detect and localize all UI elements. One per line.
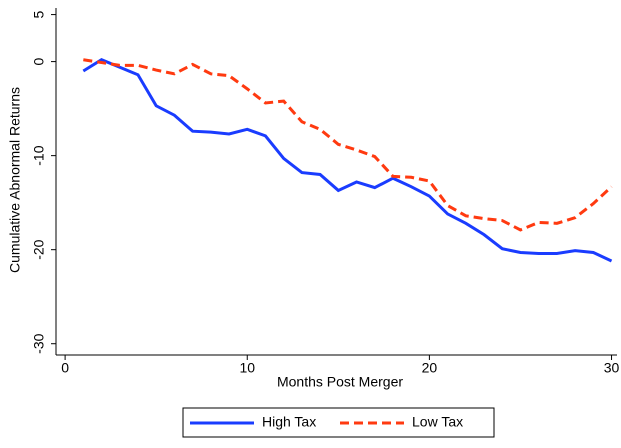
legend	[182, 407, 495, 438]
legend-label: High Tax	[262, 414, 316, 430]
y-axis-title: Cumulative Abnormal Returns	[7, 87, 23, 273]
x-tick-label: 30	[604, 360, 620, 376]
y-tick-label: 0	[31, 58, 47, 66]
x-tick-label: 10	[239, 360, 255, 376]
x-axis-title: Months Post Merger	[277, 374, 403, 390]
line-series	[82, 58, 613, 263]
y-tick-label: -30	[31, 333, 47, 353]
y-tick-label: 5	[31, 10, 47, 18]
y-tick-label: -20	[31, 239, 47, 259]
x-tick-label: 0	[61, 360, 69, 376]
y-tick-label: -10	[31, 145, 47, 165]
x-tick-label: 20	[422, 360, 438, 376]
legend-label: Low Tax	[412, 414, 463, 430]
line-series	[83, 58, 613, 232]
